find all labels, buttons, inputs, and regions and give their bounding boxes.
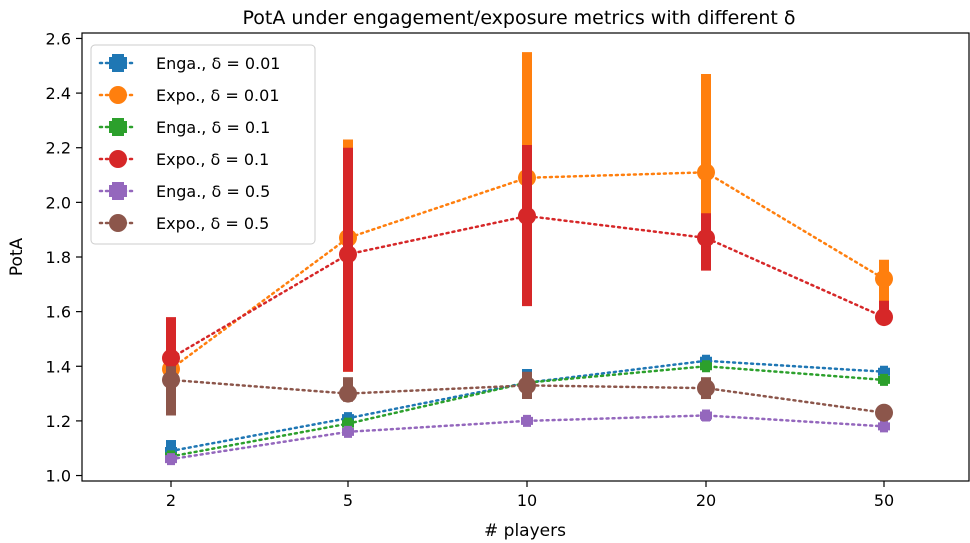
y-tick-label: 2.6 (46, 29, 71, 48)
data-point (109, 182, 127, 200)
y-tick-label: 1.2 (46, 412, 71, 431)
data-point (339, 384, 357, 403)
y-tick-label: 2.0 (46, 193, 71, 212)
data-point (342, 425, 354, 438)
series-line (169, 414, 886, 461)
series-4 (165, 409, 890, 466)
series-line (169, 214, 886, 360)
data-point (878, 373, 890, 386)
chart-title: PotA under engagement/exposure metrics w… (242, 7, 795, 29)
data-point (165, 453, 177, 466)
series-line (169, 365, 886, 458)
data-point (700, 360, 712, 373)
y-tick-label: 1.0 (46, 467, 71, 486)
data-point (109, 86, 127, 104)
legend-item: Enga., δ = 0.1 (98, 118, 270, 137)
data-point (697, 379, 715, 398)
series-5 (162, 366, 893, 422)
x-tick-label: 2 (166, 491, 176, 510)
y-tick-label: 1.8 (46, 248, 71, 267)
plot-area (162, 52, 893, 466)
data-point (697, 228, 715, 247)
legend-label: Enga., δ = 0.1 (156, 118, 270, 137)
data-point (878, 420, 890, 433)
legend-label: Enga., δ = 0.5 (156, 182, 270, 201)
x-axis: 2 5 10 20 50 (166, 481, 894, 510)
data-point (518, 207, 536, 226)
data-point (109, 54, 127, 72)
data-point (339, 245, 357, 264)
y-axis-label: PotA (7, 237, 27, 276)
data-point (521, 414, 533, 427)
data-point (697, 163, 715, 182)
x-tick-label: 5 (343, 491, 353, 510)
legend-item: Expo., δ = 0.01 (98, 86, 280, 105)
data-point (109, 214, 127, 232)
legend-label: Enga., δ = 0.01 (156, 54, 280, 73)
legend-label: Expo., δ = 0.01 (156, 86, 280, 105)
data-point (875, 308, 893, 327)
data-point (109, 150, 127, 168)
legend: Enga., δ = 0.01 Expo., δ = 0.01 Enga., δ =… (90, 44, 316, 245)
y-tick-label: 2.2 (46, 139, 71, 158)
legend-label: Expo., δ = 0.5 (156, 214, 269, 233)
legend-item: Expo., δ = 0.1 (98, 150, 269, 169)
x-axis-label: # players (484, 521, 566, 541)
data-point (875, 403, 893, 422)
x-tick-label: 20 (696, 491, 716, 510)
y-tick-label: 1.4 (46, 357, 71, 376)
data-point (109, 118, 127, 136)
y-tick-label: 2.4 (46, 84, 71, 103)
legend-item: Enga., δ = 0.01 (98, 54, 280, 73)
data-point (518, 376, 536, 395)
legend-item: Expo., δ = 0.5 (98, 214, 269, 233)
legend-box (90, 44, 316, 245)
y-tick-label: 1.6 (46, 303, 71, 322)
data-point (162, 370, 180, 389)
data-point (162, 349, 180, 368)
data-point (875, 269, 893, 288)
series-3 (162, 145, 893, 400)
x-tick-label: 10 (517, 491, 537, 510)
legend-item: Enga., δ = 0.5 (98, 182, 270, 201)
y-axis: 1.0 1.2 1.4 1.6 1.8 2.0 2.2 2.4 2.6 (46, 29, 82, 486)
x-tick-label: 50 (874, 491, 894, 510)
data-point (700, 409, 712, 422)
legend-label: Expo., δ = 0.1 (156, 150, 269, 169)
